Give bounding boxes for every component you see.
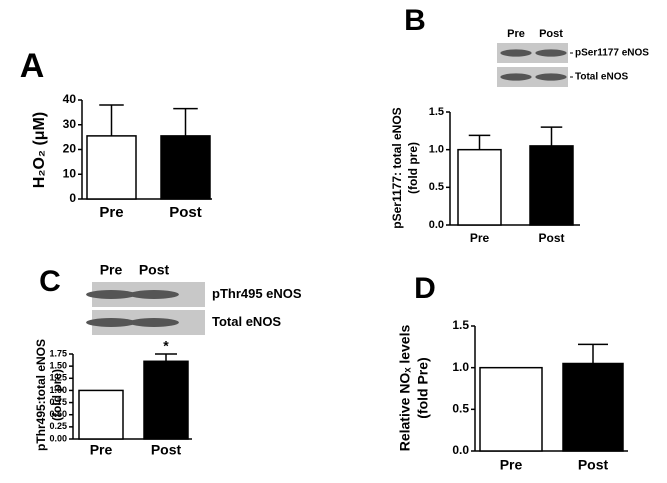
y-tick-label: 1.0 [452, 360, 469, 374]
y-axis-label: Relative NOₓ levels [397, 325, 413, 452]
y-tick-label: 20 [63, 142, 77, 156]
y-tick-label: 1.00 [49, 385, 67, 395]
x-tick-label: Post [578, 457, 609, 473]
x-tick-label: Pre [470, 231, 490, 245]
error-bar [155, 353, 177, 362]
annotation: * [163, 338, 169, 354]
y-tick-label: 0.0 [429, 219, 444, 231]
y-axis-label: H₂O₂ (μM) [31, 112, 48, 188]
blot-band [86, 318, 136, 327]
panel: B 0.0 0.5 1.0 1.5 pSer1177: total eNOS (fold p… [390, 4, 649, 245]
bar [160, 135, 211, 200]
blot-strip [497, 43, 568, 63]
bar [457, 148, 502, 226]
bar [529, 145, 574, 226]
y-tick-label: 0.0 [452, 443, 469, 457]
y-tick-label: 1.50 [49, 361, 67, 371]
panel: D 0.0 0.5 1.0 1.5 Relative NOₓ levels (fold Pr… [397, 272, 628, 473]
error-bar [540, 126, 563, 146]
bar [562, 362, 624, 452]
blot-band [86, 290, 136, 299]
blot-band [500, 49, 532, 57]
blot-band-label: pSer1177 eNOS [575, 48, 649, 59]
bar [86, 135, 137, 200]
error-bar [578, 343, 608, 364]
x-tick-label: Post [538, 231, 564, 245]
y-tick-label: 0.25 [49, 421, 67, 431]
blot-band [500, 73, 532, 81]
panel-label: C [39, 265, 61, 298]
y-tick-label: 1.5 [452, 318, 469, 332]
x-tick-label: Pre [99, 204, 123, 221]
panel: C0.000.250.500.751.001.251.501.75pThr495… [34, 262, 302, 458]
y-tick-label: 1.25 [49, 373, 67, 383]
blot-band-label: pThr495 eNOS [212, 286, 302, 301]
x-tick-label: Pre [500, 457, 523, 473]
y-tick-label: 1.0 [429, 144, 444, 156]
error-bar [173, 107, 198, 136]
x-tick-label: Post [169, 204, 202, 221]
blot-band [535, 49, 567, 57]
y-tick-label: 0.75 [49, 397, 67, 407]
y-tick-label: 0.5 [429, 181, 444, 193]
error-bar [468, 134, 491, 150]
y-axis-label: (fold Pre) [415, 357, 431, 418]
panel-label: A [20, 47, 45, 85]
y-tick-label: 40 [63, 92, 77, 106]
blot-lane-label: Pre [100, 262, 123, 278]
blot-lane-label: Post [139, 262, 170, 278]
y-axis-label: pThr495:total eNOS [34, 339, 48, 451]
y-tick-label: 0 [69, 191, 76, 205]
y-axis-label: (fold pre) [406, 142, 420, 194]
blot-band-label: Total eNOS [575, 72, 628, 83]
bar [143, 360, 189, 440]
x-tick-label: Post [151, 442, 182, 458]
panel-label: B [404, 4, 426, 37]
bar [479, 366, 543, 452]
y-tick-label: 1.75 [49, 348, 67, 358]
y-tick-label: 0.00 [49, 433, 67, 443]
y-axis-label: (fold pre) [50, 369, 64, 421]
y-tick-label: 30 [63, 117, 77, 131]
blot-lane-label: Post [539, 28, 563, 40]
blot-band-label: Total eNOS [212, 314, 281, 329]
error-bar [99, 104, 124, 136]
y-tick-label: 0.50 [49, 409, 67, 419]
blot-strip [497, 67, 568, 87]
panel-label: D [414, 272, 436, 305]
blot-lane-label: Pre [507, 28, 525, 40]
y-axis-label: pSer1177: total eNOS [390, 107, 404, 228]
y-tick-label: 0.5 [452, 402, 469, 416]
y-tick-label: 1.5 [429, 106, 444, 118]
panel: A 0 10 20 30 40 H₂O₂ (μM) Pre Post [20, 47, 212, 221]
x-tick-label: Pre [90, 442, 113, 458]
blot-band [129, 290, 179, 299]
bar [78, 389, 124, 440]
blot-band [535, 73, 567, 81]
blot-band [129, 318, 179, 327]
y-tick-label: 10 [63, 166, 77, 180]
